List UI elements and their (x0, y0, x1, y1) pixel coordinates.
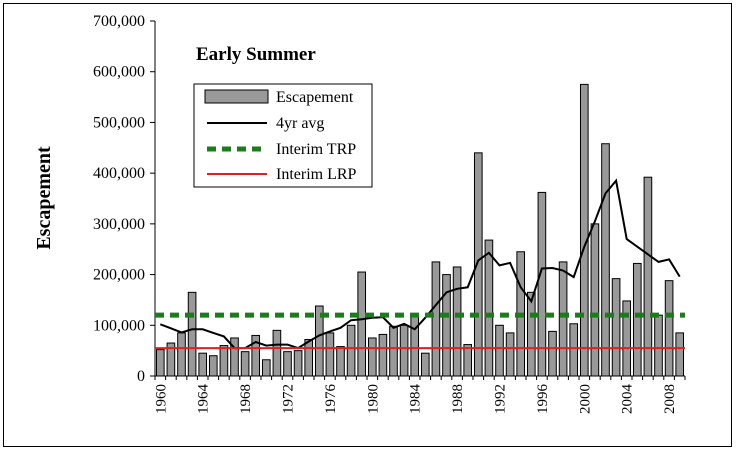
x-tick-label: 2004 (620, 384, 636, 415)
chart-title: Early Summer (196, 44, 316, 65)
bar-2005 (632, 262, 642, 377)
bar-2004 (622, 300, 632, 377)
bar-1964 (198, 352, 208, 377)
x-axis: 1960 1964 1968 1972 1976 1980 1984 1988 1992 1996… (153, 375, 686, 415)
bar-1999 (569, 323, 579, 377)
bar-1966 (219, 345, 229, 377)
bar-2000 (579, 83, 589, 377)
y-tick-label: 0 (137, 368, 145, 385)
bar-1976 (325, 332, 335, 377)
bar-2003 (611, 278, 621, 377)
bar-2002 (601, 143, 610, 377)
bar-1977 (336, 346, 345, 377)
bar-2007 (654, 314, 663, 377)
y-tick-label: 100,000 (93, 317, 145, 334)
y-tick-label: 400,000 (93, 165, 145, 182)
bar-2001 (590, 223, 600, 377)
bar-1981 (378, 333, 388, 377)
bar-1991 (484, 239, 494, 377)
y-tick-label: 500,000 (93, 114, 145, 131)
bar-1968 (240, 351, 250, 377)
bar-1979 (357, 271, 367, 377)
bar-1965 (208, 355, 218, 377)
bar-1986 (431, 261, 441, 377)
bar-1978 (346, 324, 356, 377)
bar-1970 (261, 359, 271, 377)
bar-2006 (643, 176, 653, 377)
bar-1990 (473, 152, 483, 377)
x-tick-label: 1976 (323, 384, 339, 415)
x-tick-label: 1960 (153, 384, 169, 414)
legend-label: 4yr avg (276, 115, 324, 132)
bar-1985 (420, 352, 430, 377)
bar-1995 (526, 291, 536, 377)
x-tick-label: 1992 (493, 384, 509, 414)
bar-1973 (293, 350, 303, 377)
x-tick-label: 2000 (577, 384, 593, 414)
x-tick-label: 1984 (408, 384, 424, 415)
bar-1989 (463, 344, 473, 377)
bar-1983 (399, 324, 409, 377)
bar-1971 (272, 329, 282, 377)
y-tick-label: 700,000 (93, 13, 145, 30)
y-axis: 0 100,000 200,000 300,000 400,000 500,000 600,… (93, 13, 156, 385)
legend-label: Interim TRP (276, 141, 356, 158)
bar-2009 (675, 332, 685, 377)
bar-1984 (410, 313, 420, 377)
bar-1962 (177, 332, 186, 377)
x-tick-label: 2008 (662, 384, 678, 414)
bar-1960 (155, 349, 165, 377)
x-tick-label: 1964 (196, 384, 212, 415)
x-tick-label: 1996 (535, 384, 551, 415)
bar-1972 (283, 351, 292, 377)
legend-label: Interim LRP (276, 166, 357, 183)
bar-1982 (389, 325, 398, 377)
x-tick-label: 1968 (238, 384, 254, 414)
bar-1997 (548, 330, 557, 377)
x-tick-label: 1988 (450, 384, 466, 414)
bar-1963 (187, 291, 197, 377)
legend: Escapement 4yr avg Interim TRP Interim LRP (193, 83, 373, 188)
legend-swatch-escapement (204, 89, 269, 104)
bar-1987 (442, 274, 451, 377)
four-year-average-line (159, 178, 681, 350)
bar-1980 (367, 337, 377, 377)
y-tick-label: 600,000 (93, 64, 145, 81)
y-axis-label: Escapement (33, 146, 55, 250)
bar-1988 (452, 266, 462, 377)
x-tick-label: 1980 (365, 384, 381, 414)
bar-1974 (304, 338, 314, 377)
y-tick-label: 300,000 (93, 216, 145, 233)
bar-1998 (558, 261, 568, 377)
bar-2008 (664, 280, 674, 377)
legend-label: Escapement (276, 89, 354, 106)
y-tick-label: 200,000 (93, 267, 145, 284)
bar-1993 (505, 332, 515, 377)
x-tick-label: 1972 (281, 384, 297, 414)
chart-frame (3, 3, 732, 447)
bar-1992 (495, 324, 504, 377)
lines-group (155, 178, 685, 350)
